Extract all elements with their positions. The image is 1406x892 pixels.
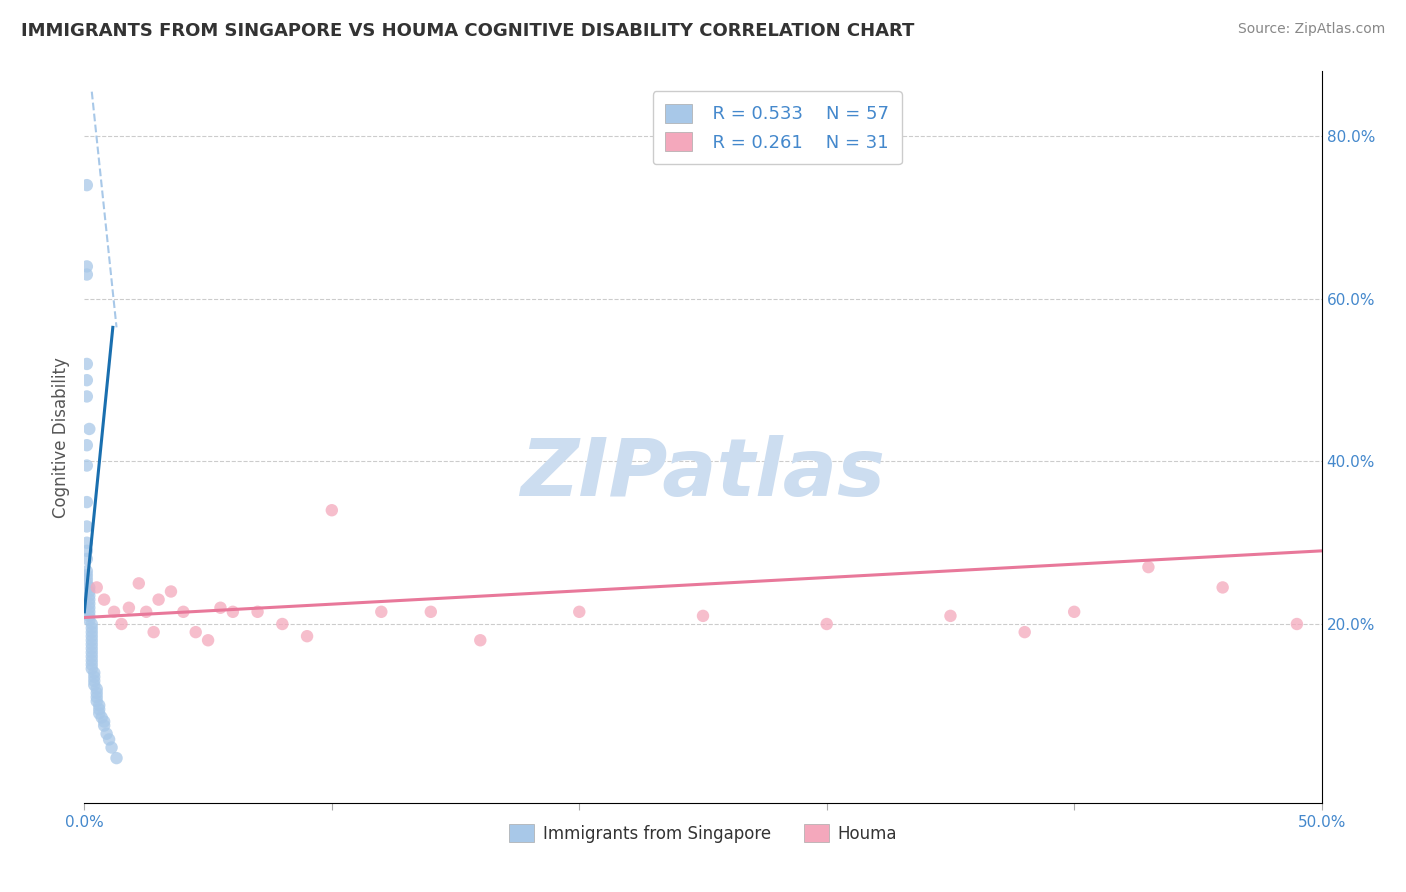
Point [419,605,441,619]
Point [222,605,245,619]
Point [79,422,101,436]
Point [76,260,98,274]
Point [80,645,103,659]
Point [89,698,111,713]
Point [79,584,101,599]
Legend: Immigrants from Singapore, Houma: Immigrants from Singapore, Houma [502,818,904,849]
Point [83,665,105,680]
Point [86,681,108,696]
Point [76,564,98,578]
Point [1014,625,1036,640]
Point [246,605,269,619]
Point [1285,617,1308,632]
Point [80,625,103,640]
Point [148,592,170,607]
Point [90,710,112,724]
Point [98,732,121,747]
Point [568,605,591,619]
Point [79,600,101,615]
Point [100,740,122,755]
Point [76,268,98,282]
Point [80,617,103,632]
Point [80,629,103,643]
Point [815,617,838,632]
Point [128,576,150,591]
Point [89,706,111,721]
Point [76,535,98,549]
Point [1137,560,1160,574]
Point [172,605,194,619]
Point [83,673,105,688]
Y-axis label: Cognitive Disability: Cognitive Disability [52,357,70,517]
Point [1063,605,1085,619]
Point [76,576,98,591]
Point [89,702,111,716]
Point [118,600,141,615]
Point [76,357,98,371]
Point [135,605,157,619]
Point [93,714,115,729]
Point [939,608,962,623]
Point [80,654,103,668]
Point [76,572,98,586]
Point [86,686,108,700]
Point [79,608,101,623]
Point [76,389,98,403]
Point [79,613,101,627]
Point [105,751,128,765]
Point [76,544,98,558]
Point [76,458,98,473]
Point [142,625,165,640]
Point [76,438,98,452]
Point [80,633,103,648]
Point [209,600,232,615]
Point [86,694,108,708]
Point [370,605,392,619]
Point [692,608,714,623]
Point [80,662,103,676]
Point [76,495,98,509]
Point [79,605,101,619]
Point [470,633,492,648]
Point [79,592,101,607]
Point [83,670,105,684]
Point [79,581,101,595]
Point [79,589,101,603]
Point [295,629,318,643]
Point [184,625,207,640]
Point [76,178,98,193]
Text: ZIPatlas: ZIPatlas [520,434,886,513]
Point [80,641,103,656]
Point [93,592,115,607]
Point [80,621,103,635]
Point [197,633,219,648]
Point [160,584,183,599]
Point [86,581,108,595]
Point [76,552,98,566]
Point [96,727,118,741]
Point [321,503,343,517]
Point [1212,581,1234,595]
Point [80,657,103,672]
Text: Source: ZipAtlas.com: Source: ZipAtlas.com [1237,22,1385,37]
Point [83,678,105,692]
Point [271,617,294,632]
Point [76,519,98,533]
Point [76,373,98,387]
Point [79,597,101,611]
Point [80,649,103,664]
Point [76,568,98,582]
Text: IMMIGRANTS FROM SINGAPORE VS HOUMA COGNITIVE DISABILITY CORRELATION CHART: IMMIGRANTS FROM SINGAPORE VS HOUMA COGNI… [21,22,914,40]
Point [80,637,103,651]
Point [103,605,125,619]
Point [93,718,115,732]
Point [86,690,108,705]
Point [110,617,132,632]
